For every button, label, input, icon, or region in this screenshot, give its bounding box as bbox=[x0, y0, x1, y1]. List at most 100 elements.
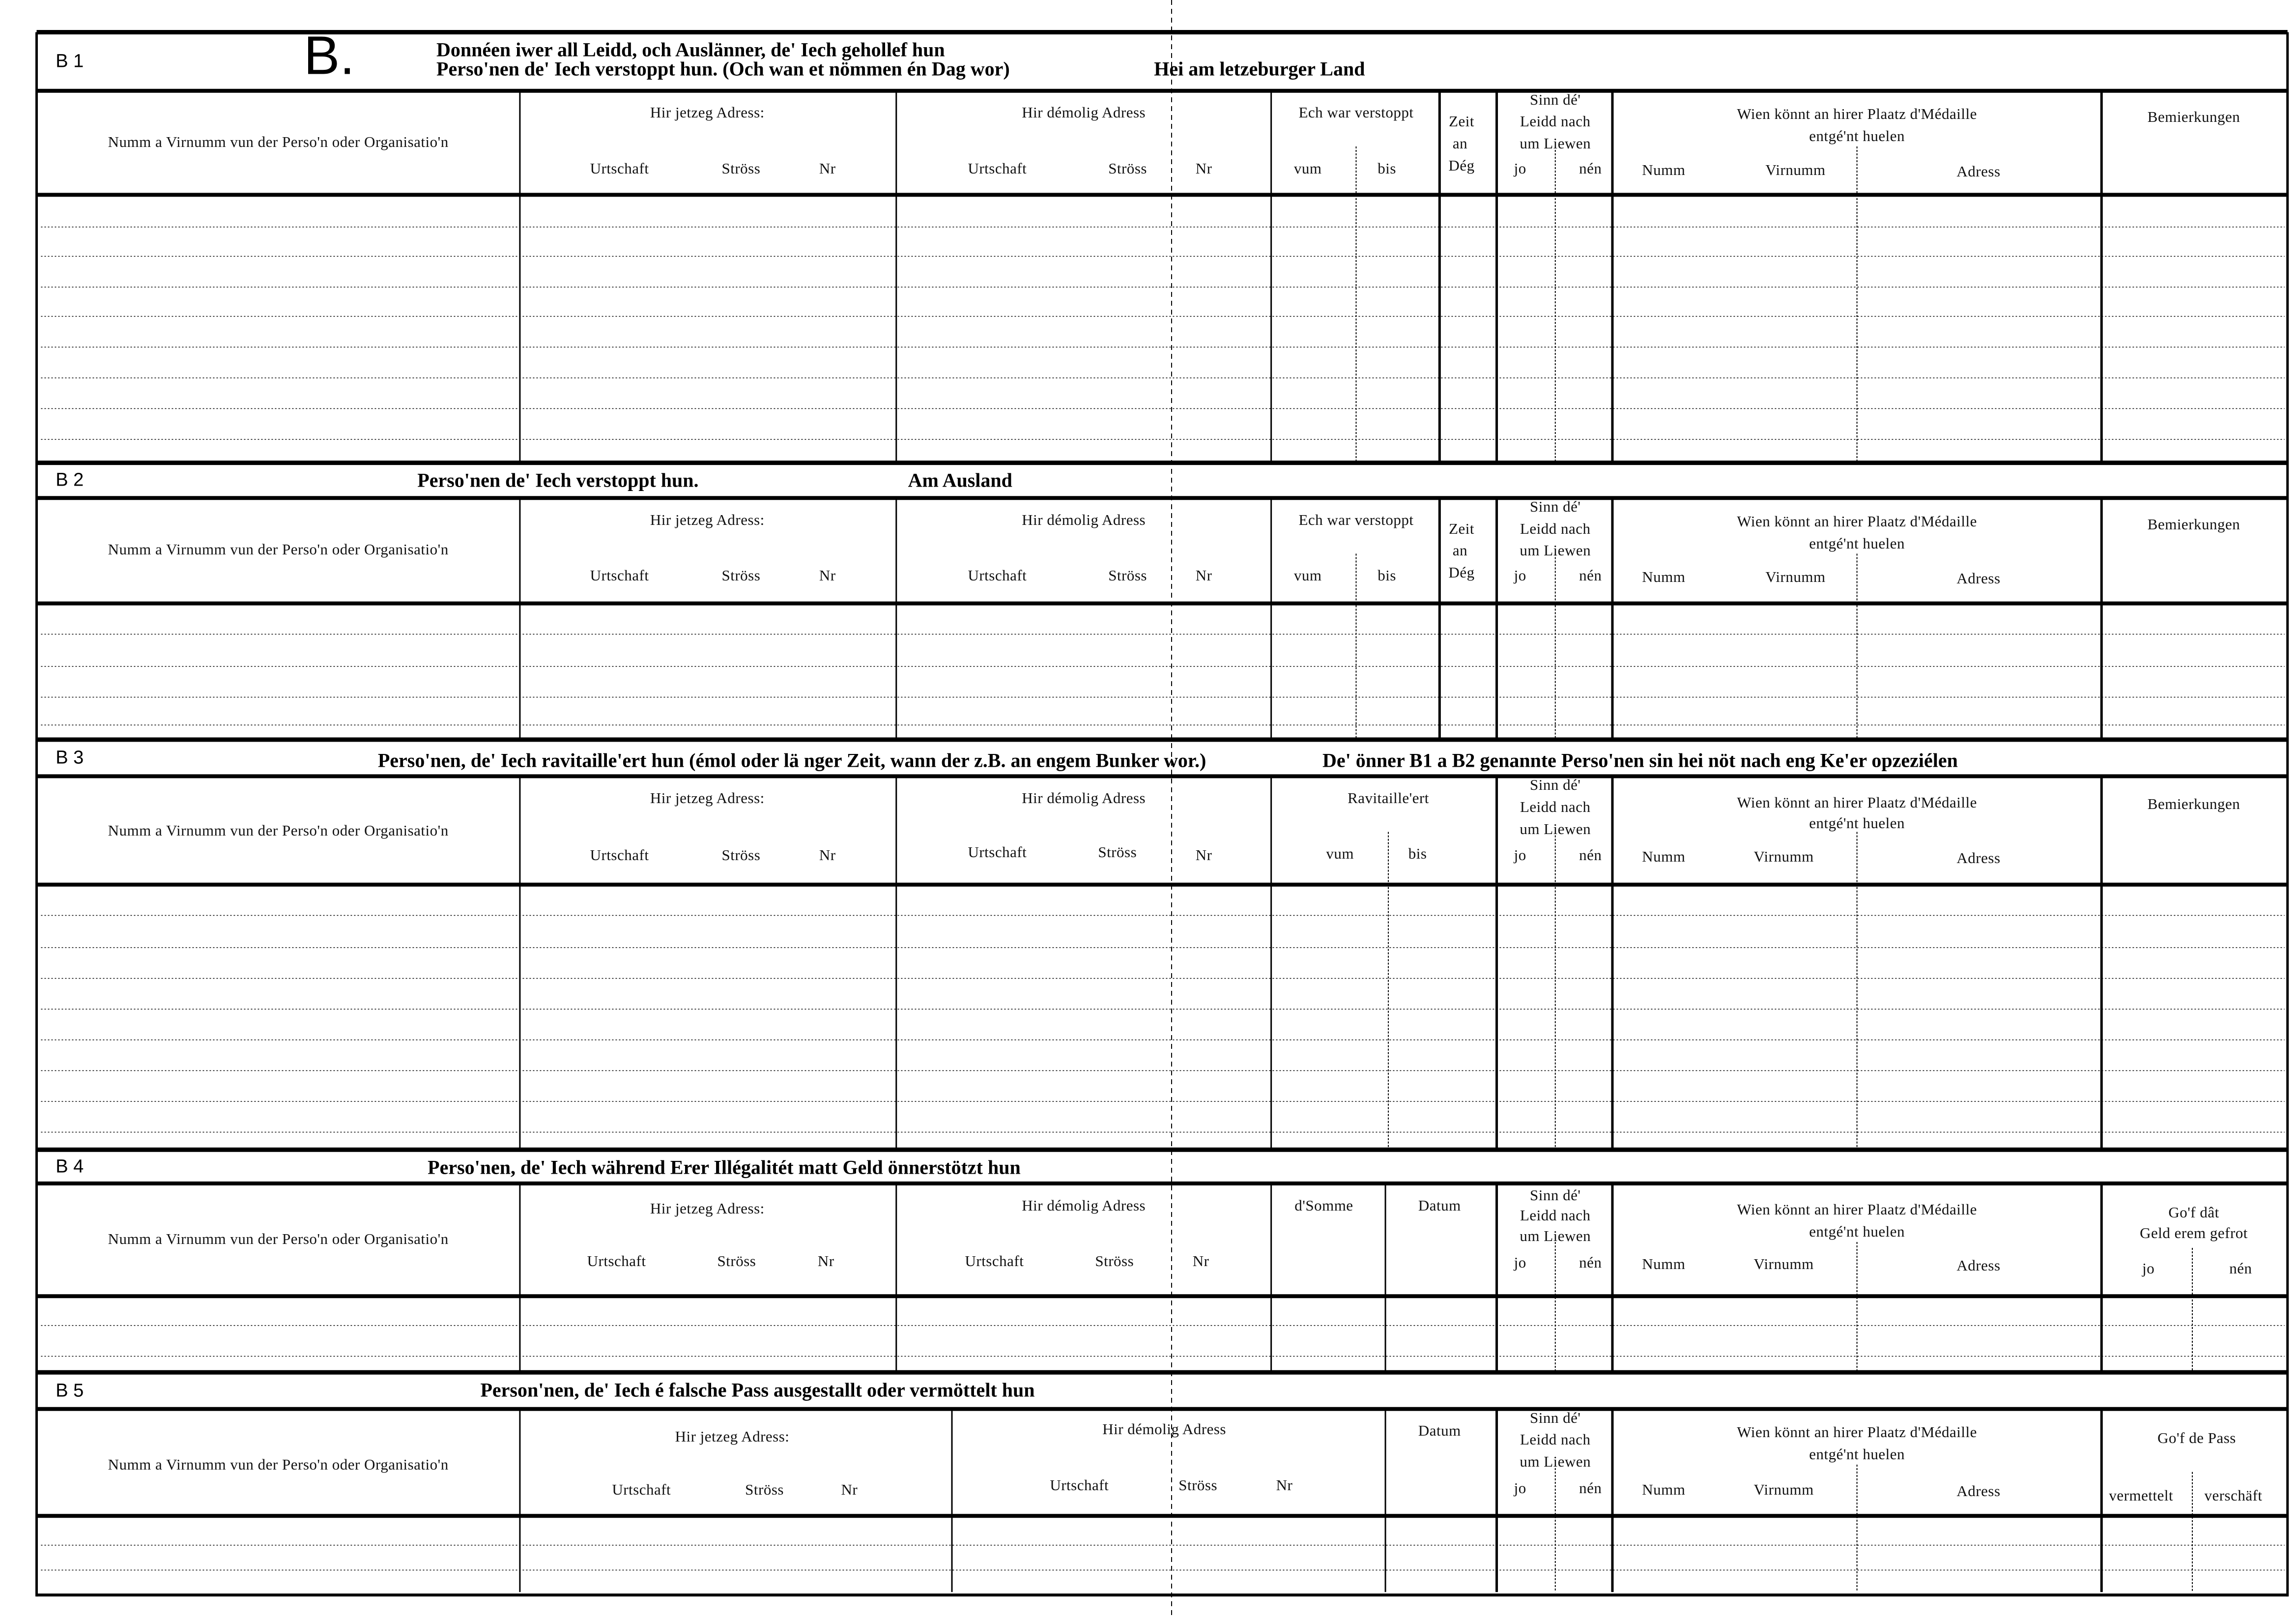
column-header: Nr bbox=[819, 846, 836, 864]
column-header: Ravitaille'ert bbox=[1348, 789, 1429, 807]
column-header: jo bbox=[1514, 159, 1526, 177]
column-header: entgé'nt huelen bbox=[1809, 127, 1905, 145]
column-header: jo bbox=[1514, 846, 1526, 864]
section-title: Hei am letzeburger Land bbox=[1154, 58, 1365, 80]
form-letter: B. bbox=[304, 25, 355, 86]
section-label: B 1 bbox=[56, 51, 84, 72]
column-header: Urtschaft bbox=[612, 1480, 671, 1498]
section-title: Perso'nen de' Iech verstoppt hun. bbox=[417, 469, 699, 491]
column-header: nén bbox=[2229, 1259, 2252, 1277]
column-header: Urtschaft bbox=[968, 567, 1027, 584]
column-header: Ströss bbox=[745, 1480, 784, 1498]
column-header: nén bbox=[1579, 567, 1602, 584]
column-header: Wien könnt an hirer Plaatz d'Médaille bbox=[1737, 105, 1977, 123]
column-header: Urtschaft bbox=[590, 567, 649, 584]
column-header: Nr bbox=[1195, 567, 1212, 584]
column-header: Ech war verstoppt bbox=[1298, 104, 1414, 121]
column-header: Adress bbox=[1956, 1482, 2001, 1500]
column-header: Hir jetzeg Adress: bbox=[650, 1199, 765, 1217]
column-header: Ech war verstoppt bbox=[1298, 511, 1414, 528]
column-header: Ströss bbox=[721, 846, 761, 864]
column-header: Nr bbox=[1195, 159, 1212, 177]
column-header: um Liewen bbox=[1520, 1453, 1591, 1471]
section-title: Perso'nen de' Iech verstoppt hun. (Och w… bbox=[436, 58, 1010, 80]
column-header: Urtschaft bbox=[590, 846, 649, 864]
column-header: Adress bbox=[1956, 570, 2001, 587]
column-header: jo bbox=[1514, 567, 1526, 584]
column-header: Ströss bbox=[1178, 1476, 1218, 1494]
column-header: Adress bbox=[1956, 162, 2001, 180]
column-header: Zeit bbox=[1449, 113, 1474, 130]
column-header: Nr bbox=[819, 567, 836, 584]
column-header: Ströss bbox=[1108, 159, 1147, 177]
column-header: entgé'nt huelen bbox=[1809, 1445, 1905, 1463]
column-header: Dég bbox=[1448, 156, 1475, 174]
section-label: B 2 bbox=[56, 469, 84, 491]
column-header: Numm bbox=[1642, 1255, 1686, 1272]
column-header: Hir démolig Adress bbox=[1022, 789, 1146, 807]
column-header: Ströss bbox=[1095, 1252, 1134, 1270]
column-header: Hir démolig Adress bbox=[1022, 511, 1146, 528]
column-header: Hir jetzeg Adress: bbox=[650, 511, 765, 528]
column-header: Wien könnt an hirer Plaatz d'Médaille bbox=[1737, 512, 1977, 530]
column-header: Hir démolig Adress bbox=[1102, 1420, 1226, 1438]
column-header: Urtschaft bbox=[590, 159, 649, 177]
column-header: Virnumm bbox=[1753, 848, 1814, 866]
column-header: entgé'nt huelen bbox=[1809, 1223, 1905, 1241]
column-header: bis bbox=[1408, 845, 1427, 863]
section-title: Perso'nen, de' Iech während Erer Illégal… bbox=[428, 1156, 1021, 1179]
column-header: Nr bbox=[817, 1252, 834, 1270]
column-header: Bemierkungen bbox=[2147, 108, 2240, 126]
column-header: nén bbox=[1579, 846, 1602, 864]
column-header: Sinn dé' bbox=[1530, 1186, 1581, 1204]
section-label: B 4 bbox=[56, 1156, 84, 1177]
column-header: Ströss bbox=[1108, 567, 1147, 584]
column-header: nén bbox=[1579, 1479, 1602, 1497]
column-header: Sinn dé' bbox=[1530, 1409, 1581, 1426]
column-header: Nr bbox=[1276, 1476, 1293, 1494]
column-header: Numm a Virnumm vun der Perso'n oder Orga… bbox=[108, 540, 449, 558]
column-header: vum bbox=[1293, 159, 1322, 177]
column-header: Leidd nach bbox=[1520, 113, 1591, 130]
column-header: Numm bbox=[1642, 161, 1686, 178]
column-header: jo bbox=[1514, 1253, 1526, 1271]
section-label: B 3 bbox=[56, 747, 84, 768]
column-header: Datum bbox=[1418, 1196, 1461, 1214]
column-header: Urtschaft bbox=[968, 843, 1027, 861]
column-header: Leidd nach bbox=[1520, 520, 1591, 537]
section-title: Am Ausland bbox=[908, 469, 1012, 491]
column-header: Adress bbox=[1956, 1256, 2001, 1274]
column-header: Sinn dé' bbox=[1530, 90, 1581, 108]
column-header: Bemierkungen bbox=[2147, 795, 2240, 813]
column-header: Hir jetzeg Adress: bbox=[675, 1428, 790, 1445]
column-header: Virnumm bbox=[1753, 1480, 1814, 1498]
column-header: Urtschaft bbox=[587, 1252, 646, 1270]
column-header: Numm a Virnumm vun der Perso'n oder Orga… bbox=[108, 133, 449, 151]
column-header: um Liewen bbox=[1520, 1227, 1591, 1245]
column-header: Dég bbox=[1448, 564, 1475, 581]
column-header: um Liewen bbox=[1520, 820, 1591, 837]
column-header: vermettelt bbox=[2109, 1486, 2174, 1504]
column-header: Leidd nach bbox=[1520, 798, 1591, 815]
column-header: Numm a Virnumm vun der Perso'n oder Orga… bbox=[108, 1456, 449, 1473]
column-header: Ströss bbox=[1098, 843, 1137, 861]
column-header: Numm bbox=[1642, 1480, 1686, 1498]
column-header: Hir démolig Adress bbox=[1022, 104, 1146, 121]
section-title: De' önner B1 a B2 genannte Perso'nen sin… bbox=[1322, 749, 1958, 772]
column-header: verschäft bbox=[2204, 1486, 2263, 1504]
column-header: Wien könnt an hirer Plaatz d'Médaille bbox=[1737, 1201, 1977, 1218]
column-header: Urtschaft bbox=[1050, 1476, 1109, 1494]
column-header: Virnumm bbox=[1765, 568, 1826, 586]
column-header: Hir démolig Adress bbox=[1022, 1196, 1146, 1214]
column-header: bis bbox=[1378, 567, 1396, 584]
column-header: Numm bbox=[1642, 848, 1686, 866]
section-title: Donnéen iwer all Leidd, och Auslänner, d… bbox=[436, 38, 945, 61]
column-header: Sinn dé' bbox=[1530, 776, 1581, 794]
column-header: Leidd nach bbox=[1520, 1431, 1591, 1448]
column-header: Urtschaft bbox=[965, 1252, 1024, 1270]
column-header: Nr bbox=[1192, 1252, 1209, 1270]
column-header: um Liewen bbox=[1520, 135, 1591, 152]
column-header: Ströss bbox=[721, 567, 761, 584]
column-header: an bbox=[1452, 542, 1468, 559]
